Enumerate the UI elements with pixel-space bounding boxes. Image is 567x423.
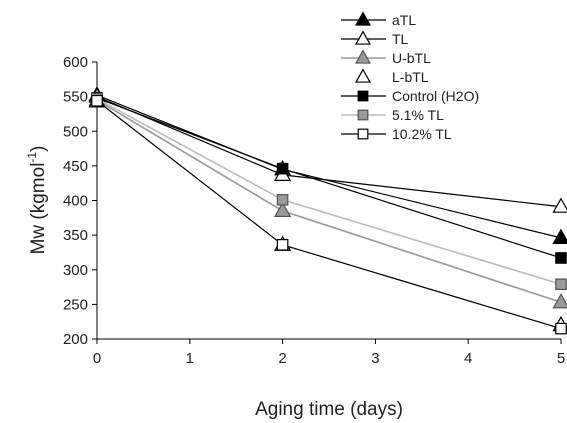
y-axis-title: Mw (kgmol-1) [25, 146, 49, 255]
data-point-marker [555, 278, 567, 291]
legend-label: L-bTL [392, 69, 429, 85]
series-line [96, 94, 562, 239]
legend-label: U-bTL [392, 50, 431, 66]
data-point-marker [355, 68, 371, 83]
data-point-marker [552, 228, 567, 244]
legend-item: L-bTL [355, 68, 429, 85]
series [91, 92, 567, 264]
legend-item: 10.2% TL [341, 126, 452, 142]
y-tick-label: 550 [63, 89, 88, 106]
data-point-marker [357, 109, 369, 121]
series [88, 90, 567, 309]
y-tick-label: 200 [63, 331, 88, 348]
x-tick-label: 0 [93, 350, 101, 367]
y-tick-label: 350 [63, 227, 88, 244]
legend-label: aTL [392, 12, 416, 28]
data-point-marker [357, 128, 369, 140]
series [91, 94, 567, 335]
y-tick-label: 600 [63, 54, 88, 71]
x-axis-ticks: 0 1 2 3 4 5 [93, 339, 565, 367]
legend: aTL TL U-bTL L-bTL Control (H2O) 5.1% TL 10.2%… [341, 11, 479, 142]
data-point-marker [552, 197, 567, 213]
x-tick-label: 2 [278, 350, 286, 367]
x-axis-title: Aging time (days) [255, 399, 403, 420]
legend-label: 10.2% TL [392, 126, 452, 142]
legend-label: Control (H2O) [392, 88, 479, 104]
data-point-marker [555, 252, 567, 264]
y-axis-title-main: Mw (kgmol [28, 163, 49, 255]
data-point-marker [355, 49, 371, 64]
data-point-marker [276, 239, 289, 251]
y-tick-label: 450 [63, 158, 88, 175]
data-point-marker [552, 293, 567, 309]
data-point-marker [357, 90, 369, 102]
data-point-marker [276, 194, 289, 206]
x-tick-label: 3 [371, 350, 379, 367]
x-tick-label: 4 [464, 350, 472, 367]
y-axis-title-superscript: -1 [25, 152, 39, 163]
y-axis-title-close: ) [28, 146, 49, 152]
legend-label: 5.1% TL [392, 107, 444, 123]
data-point-marker [555, 322, 567, 335]
x-tick-label: 5 [557, 350, 565, 367]
series-line [96, 99, 562, 304]
data-point-marker [91, 94, 103, 107]
y-tick-label: 500 [63, 123, 88, 140]
series-line [96, 97, 562, 259]
legend-item: U-bTL [341, 49, 431, 66]
data-point-marker [274, 201, 292, 217]
y-tick-label: 300 [63, 262, 88, 279]
legend-item: Control (H2O) [341, 88, 479, 104]
y-axis-ticks: 200 250 300 350 400 450 500 550 600 [63, 54, 97, 348]
series-layer [88, 85, 567, 335]
data-point-marker [276, 162, 289, 175]
series [88, 85, 567, 244]
data-point-marker [355, 11, 371, 26]
x-tick-label: 1 [186, 350, 194, 367]
y-tick-label: 250 [63, 296, 88, 313]
data-point-marker [355, 30, 371, 45]
series [88, 92, 567, 332]
legend-item: aTL [341, 11, 416, 28]
legend-item: TL [341, 30, 409, 47]
legend-label: TL [392, 31, 409, 47]
legend-item: 5.1% TL [341, 107, 444, 123]
series-line [96, 96, 562, 208]
y-tick-label: 400 [63, 193, 88, 210]
